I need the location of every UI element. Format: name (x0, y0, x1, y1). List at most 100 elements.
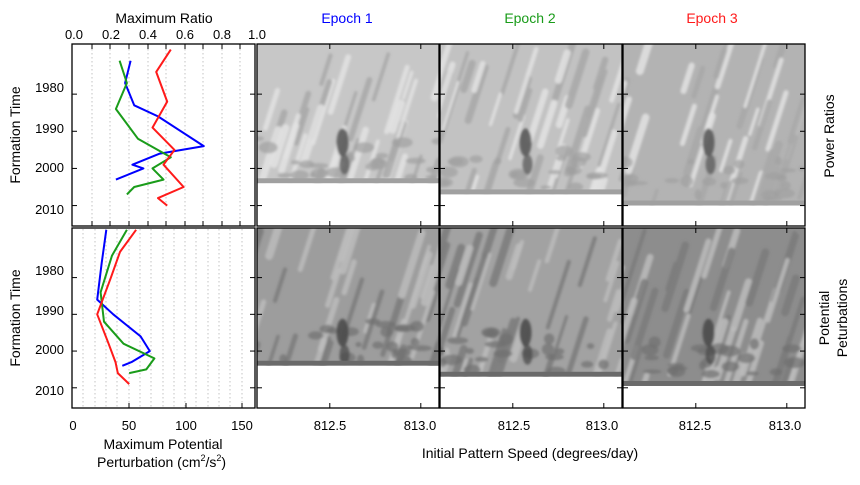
contour-blob (642, 369, 662, 374)
contour-streak (440, 241, 451, 278)
contour-feature (522, 344, 533, 365)
contour-streak (661, 241, 690, 313)
contour-blob (775, 175, 788, 182)
perturbation-unit-sup1: 2 (200, 453, 205, 463)
contour-panel (622, 43, 806, 227)
pattern-speed-tick-label: 813.0 (586, 418, 619, 433)
contour-streak (497, 316, 521, 377)
contour-streak (765, 257, 790, 323)
contour-streak (609, 59, 622, 103)
contour-frame (256, 227, 440, 409)
contour-blob (745, 371, 759, 376)
contour-streak (623, 278, 649, 344)
contour-feature (339, 154, 350, 175)
contour-streak (605, 238, 622, 282)
contour-streak (709, 365, 720, 386)
contour-frame (622, 227, 806, 409)
contour-blob (375, 152, 389, 159)
contour-blob (431, 138, 439, 145)
contour-blob (769, 368, 783, 376)
contour-streak (688, 144, 706, 188)
contour-streak (297, 228, 317, 272)
contour-streak (704, 94, 719, 131)
contour-blob (540, 185, 552, 190)
contour-blob (469, 155, 483, 163)
contour-streak (471, 60, 486, 94)
contour-streak (714, 44, 735, 90)
contour-blob (548, 170, 562, 175)
contour-streak (427, 157, 439, 184)
contour-streak (469, 174, 480, 195)
contour-streak (729, 171, 743, 206)
contour-streak (745, 248, 770, 307)
perturbation-unit-mid: /s (206, 454, 217, 470)
contour-streak (227, 162, 239, 200)
contour-streak (596, 176, 608, 195)
contour-blob (393, 348, 411, 357)
contour-blob (372, 341, 384, 349)
contour-streak (460, 59, 476, 93)
series-line (96, 229, 137, 385)
bottom-x-tick-labels: 0 50 100 150 (69, 418, 252, 433)
contour-streak (327, 54, 352, 115)
contour-streak (752, 99, 772, 151)
contour-blob (308, 163, 329, 169)
y-tick-labels-bottom: 1980 1990 2000 2010 (35, 263, 64, 398)
contour-blob (586, 343, 595, 349)
contour-blob (687, 159, 695, 165)
contour-blob (257, 136, 265, 141)
contour-blob (290, 170, 309, 181)
y-axis-title-top: Formation Time (7, 86, 23, 183)
contour-streak (489, 228, 516, 288)
contour-streak (586, 75, 604, 119)
contour-feature (522, 154, 533, 175)
contour-blob (426, 166, 436, 173)
contour-streak (229, 118, 251, 186)
contour-panel (227, 43, 440, 227)
row-label-power-ratios: Power Ratios (821, 94, 837, 177)
contour-streak (691, 65, 706, 99)
contour-blob (258, 141, 278, 154)
contour-streak (623, 228, 647, 302)
perturbation-unit-sup2: 2 (216, 453, 221, 463)
contour-streak (680, 62, 695, 94)
contour-streak (592, 328, 613, 377)
contour-blob (664, 178, 680, 184)
contour-streak (587, 167, 603, 195)
perturbation-unit-label: Perturbation (cm2/s2) (97, 453, 226, 470)
contour-blob (410, 337, 420, 347)
contour-streak (730, 278, 753, 332)
contour-blob (554, 348, 565, 355)
contour-blob (485, 327, 499, 339)
contour-streak (445, 243, 466, 290)
contour-feature (519, 318, 532, 347)
contour-panel (256, 227, 440, 409)
contour-blob (565, 165, 582, 175)
contour-streak (227, 120, 238, 155)
contour-streak (262, 87, 281, 131)
contour-streak (440, 228, 451, 263)
series-line (114, 60, 172, 196)
contour-streak (319, 339, 334, 366)
contour-blob (720, 181, 728, 189)
contour-blob (447, 157, 464, 166)
contour-streak (476, 361, 485, 377)
contour-streak (257, 126, 282, 184)
contour-blob (545, 353, 564, 361)
pattern-speed-tick-label: 813.0 (404, 418, 437, 433)
contour-streak (395, 78, 418, 141)
contour-blob (780, 168, 797, 173)
contour-streak (596, 321, 618, 377)
contour-blob (780, 181, 791, 190)
contour-streak (781, 274, 800, 317)
y-tick-labels-top: 1980 1990 2000 2010 (35, 80, 64, 217)
contour-edge (257, 178, 439, 184)
contour-streak (257, 299, 267, 332)
y-tick-label: 1980 (35, 263, 64, 278)
pattern-speed-tick-label: 812.5 (314, 418, 347, 433)
contour-blob (556, 155, 567, 161)
contour-streak (797, 173, 805, 201)
contour-field (623, 44, 805, 206)
contour-streak (456, 277, 479, 338)
contour-blob (541, 343, 555, 356)
